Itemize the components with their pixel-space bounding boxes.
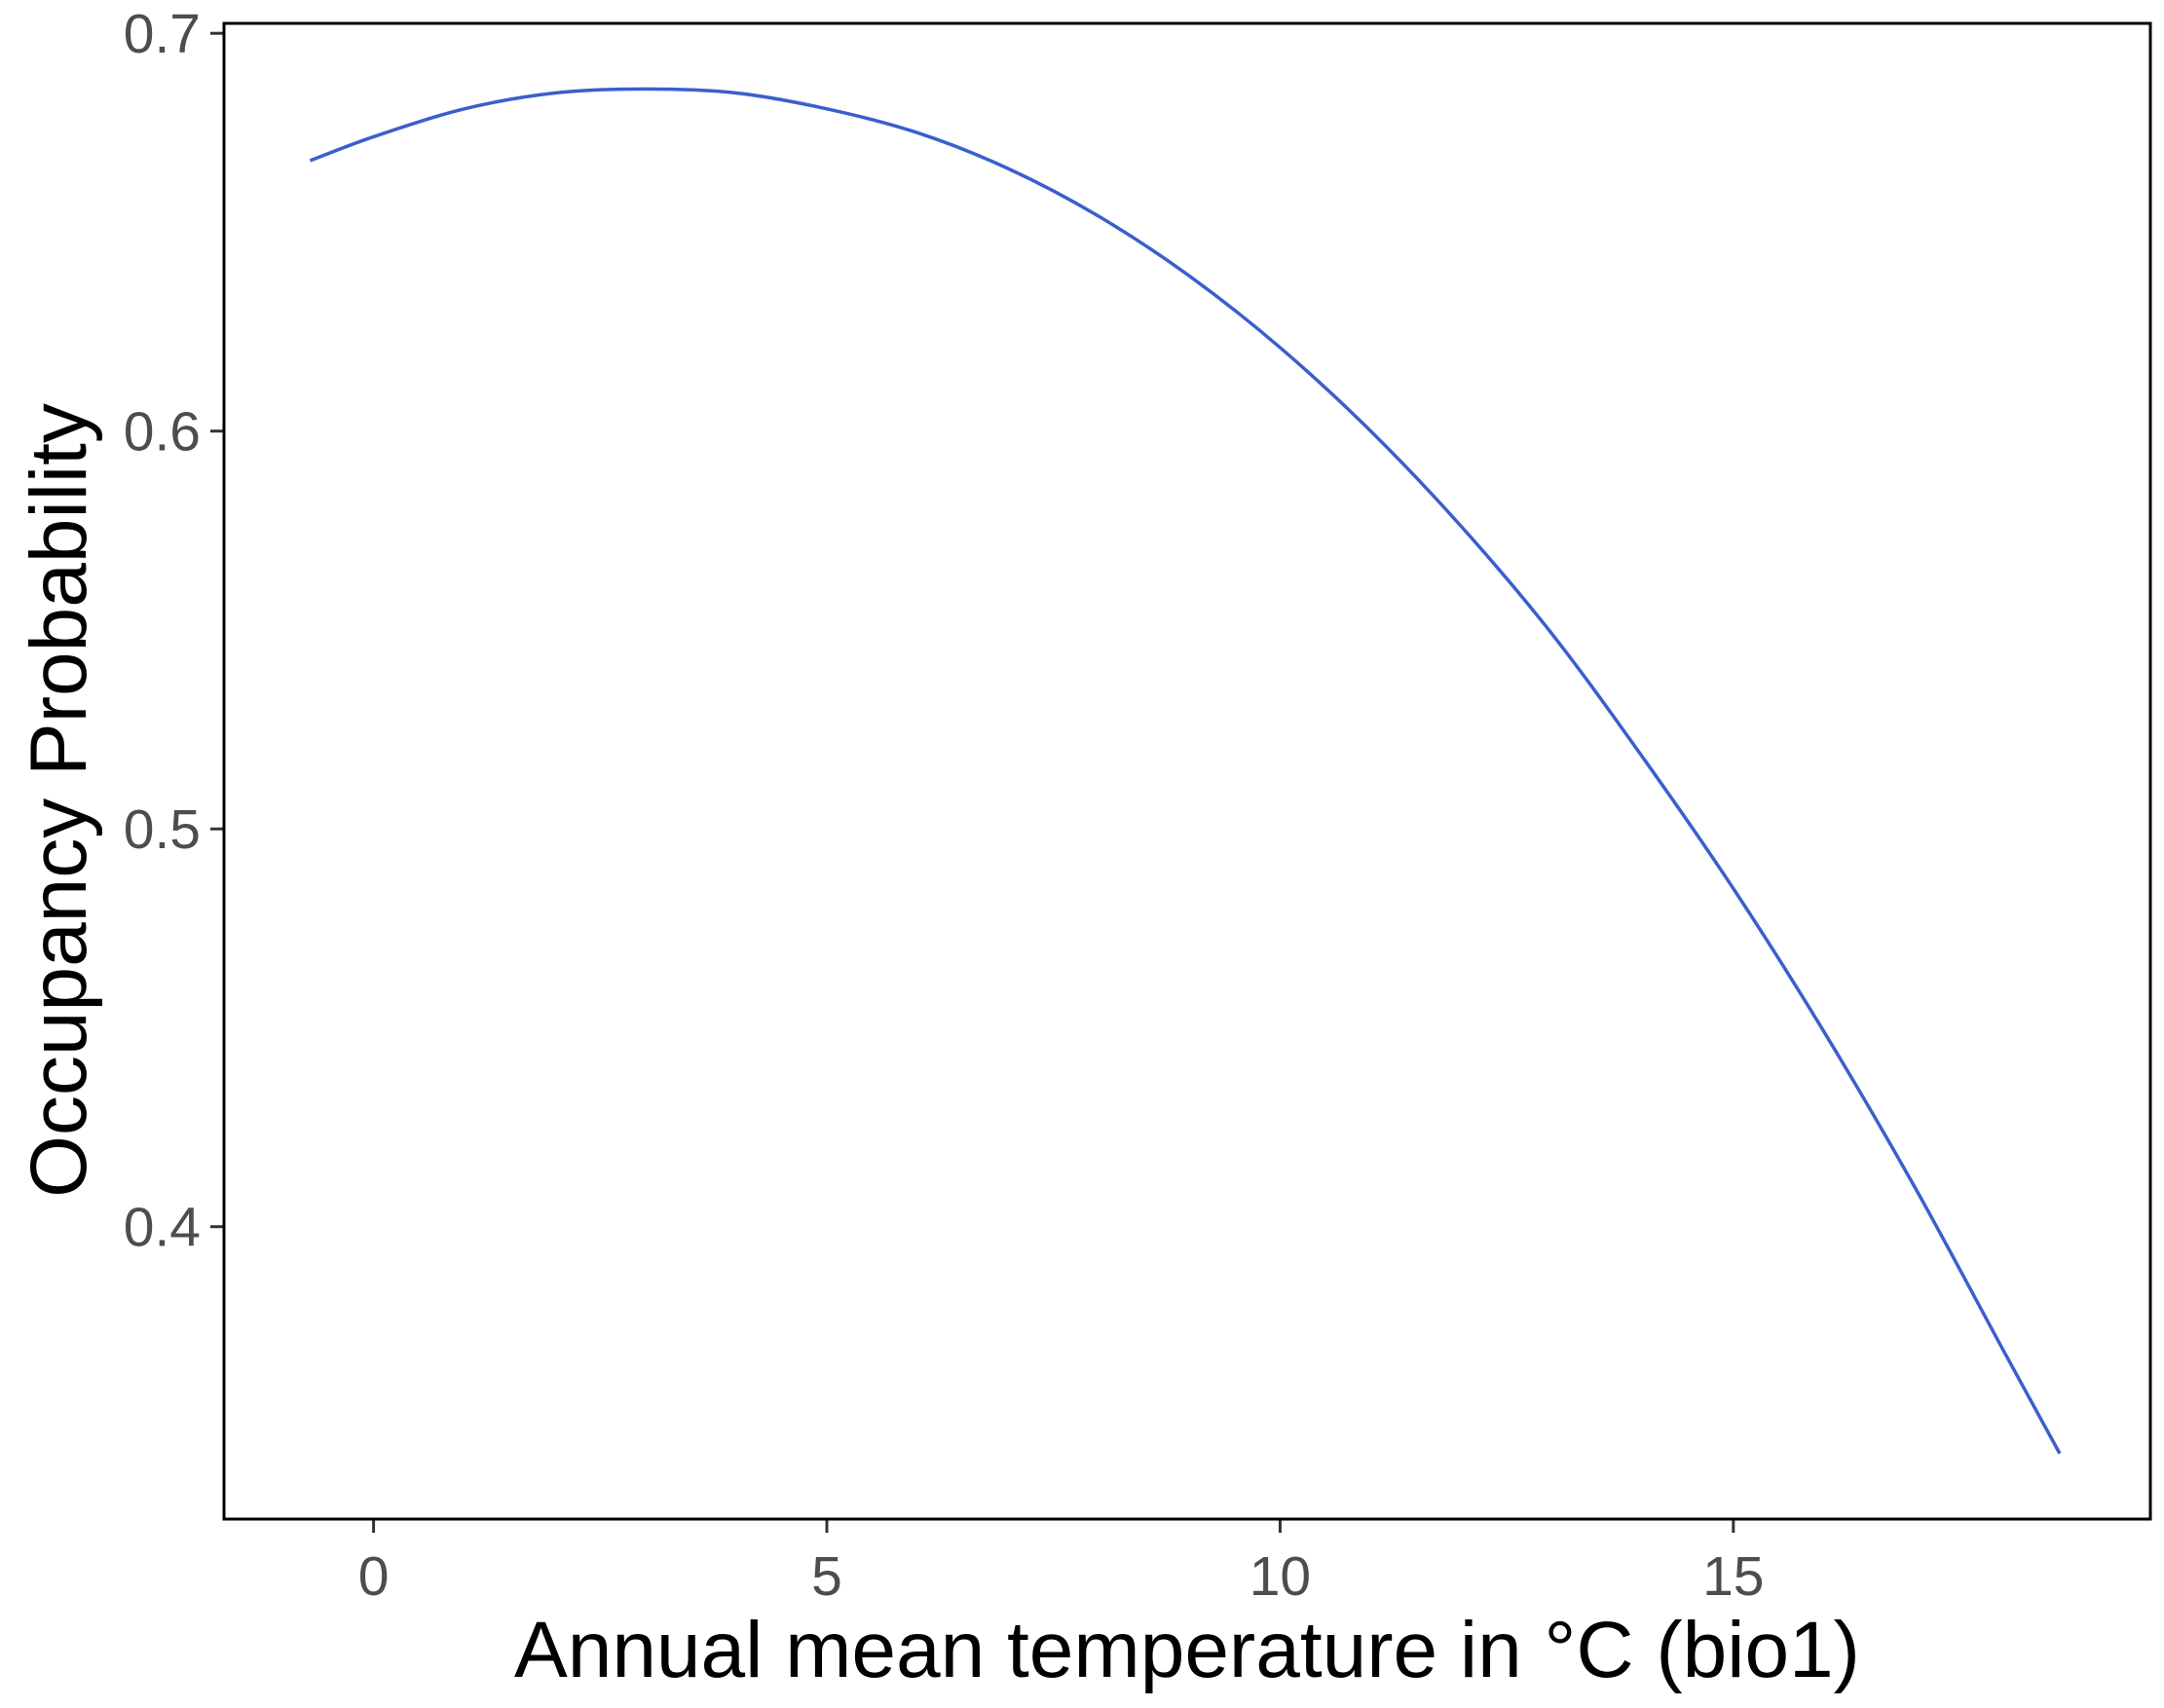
x-tick-label: 5 [811,1545,842,1608]
series-layer [309,87,2062,1455]
y-tick-label: 0.7 [124,3,201,65]
x-tick-label: 10 [1250,1545,1311,1608]
x-tick-label: 15 [1702,1545,1764,1608]
y-tick-label: 0.6 [124,401,201,464]
occupancy-curve [309,87,2062,1455]
y-tick-label: 0.4 [124,1197,201,1259]
plot-panel-border [222,21,2152,1521]
y-axis-title: Occupancy Probability [15,403,103,1198]
y-axis-ticks: 0.4 0.5 0.6 0.7 [124,3,224,1259]
y-tick-label: 0.5 [124,798,201,861]
x-tick-label: 0 [358,1545,390,1608]
x-axis-title: Annual mean temperature in °C (bio1) [514,1606,1860,1694]
x-axis-ticks: 0 5 10 15 [358,1519,1765,1608]
